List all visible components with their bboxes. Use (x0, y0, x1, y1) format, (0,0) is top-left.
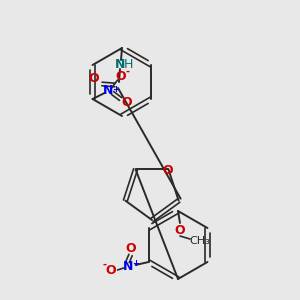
Text: O: O (115, 70, 126, 83)
Text: O: O (121, 97, 132, 110)
Text: N: N (123, 260, 134, 274)
Text: O: O (125, 242, 136, 256)
Text: O: O (175, 224, 185, 238)
Text: +: + (112, 85, 119, 94)
Text: +: + (132, 260, 139, 268)
Text: O: O (105, 263, 116, 277)
Text: O: O (89, 71, 99, 85)
Text: N: N (103, 85, 114, 98)
Text: -: - (103, 260, 106, 270)
Text: CH₃: CH₃ (190, 236, 210, 246)
Text: -: - (126, 67, 130, 77)
Text: N: N (115, 58, 125, 70)
Text: H: H (123, 58, 133, 70)
Text: O: O (162, 164, 173, 177)
